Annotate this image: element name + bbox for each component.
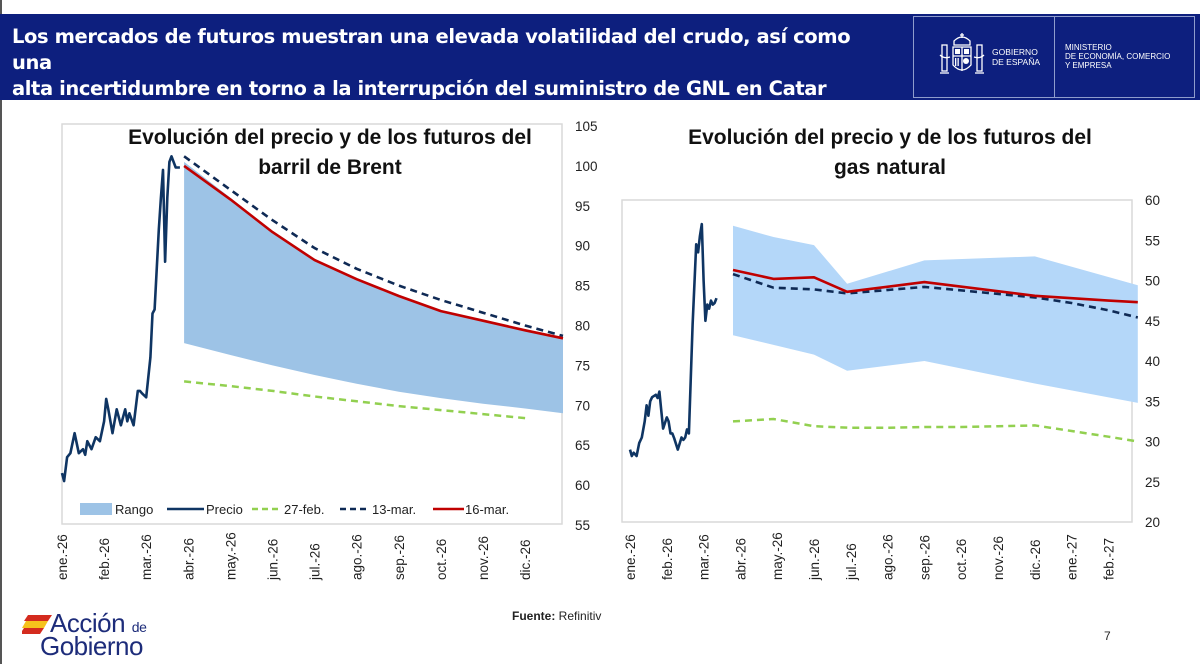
x-tick-label: oct.-26 [954, 539, 969, 580]
government-logo-block: GOBIERNO DE ESPAÑA MINISTERIO DE ECONOMÍ… [913, 16, 1195, 98]
y-tick-label: 85 [575, 279, 590, 294]
y-tick-label: 60 [1145, 193, 1160, 208]
x-tick-label: oct.-26 [434, 539, 449, 580]
x-tick-label: mar.-26 [139, 534, 154, 580]
series-band-rango [733, 225, 1138, 403]
logo-line1: Acción de [50, 608, 147, 639]
x-tick-label: feb.-26 [660, 538, 675, 580]
legend-label-precio: Precio [206, 502, 243, 517]
page-number: 7 [1104, 629, 1111, 643]
window-edge [0, 0, 2, 664]
x-tick-label: ago.-26 [350, 534, 365, 580]
y-tick-label: 50 [1145, 274, 1160, 289]
logo-accion: Acción [50, 608, 126, 638]
ministry-line2: DE ECONOMÍA, COMERCIO [1065, 52, 1171, 61]
y-tick-label: 30 [1145, 435, 1160, 450]
x-tick-label: jul.-26 [844, 543, 859, 581]
series-line-13-mar [183, 155, 564, 338]
y-tick-label: 55 [575, 518, 590, 533]
series-line-16-mar [183, 164, 564, 340]
legend-label-rango: Rango [115, 502, 153, 517]
x-tick-label: ago.-26 [881, 534, 896, 580]
y-tick-label: 95 [575, 199, 590, 214]
series-line-precio [628, 222, 718, 458]
y-tick-label: 40 [1145, 354, 1160, 369]
plot-area-frame [61, 123, 563, 525]
source-value: Refinitiv [555, 609, 602, 623]
y-tick-label: 100 [575, 159, 598, 174]
y-tick-label: 105 [575, 119, 598, 134]
y-tick-label: 80 [575, 319, 590, 334]
x-tick-label: mar.-26 [697, 534, 712, 580]
legend-swatch-rango [80, 503, 112, 515]
gobierno-label: GOBIERNO DE ESPAÑA [992, 47, 1040, 67]
y-tick-label: 35 [1145, 394, 1160, 409]
series-band-rango [184, 161, 563, 414]
x-tick-label: sep.-26 [917, 535, 932, 580]
x-tick-label: may.-26 [770, 532, 785, 580]
y-tick-label: 20 [1145, 515, 1160, 530]
gas-chart-title: Evolución del precio y de los futuros de… [660, 123, 1120, 183]
y-tick-label: 90 [575, 239, 590, 254]
y-tick-label: 55 [1145, 233, 1160, 248]
x-tick-label: nov.-26 [476, 536, 491, 580]
ministry-label: MINISTERIO DE ECONOMÍA, COMERCIO Y EMPRE… [1055, 17, 1194, 97]
x-tick-label: ene.-26 [623, 534, 638, 580]
logo-line2: Gobierno [40, 631, 143, 661]
brent-title-line1: Evolución del precio y de los futuros de… [128, 126, 532, 149]
y-tick-label: 65 [575, 438, 590, 453]
brent-legend: Rango Precio 27-feb. 13-mar. 16-mar. [80, 502, 509, 517]
legend-label-16mar: 16-mar. [465, 502, 509, 517]
x-tick-label: abr.-26 [181, 538, 196, 580]
x-tick-label: dic.-26 [518, 539, 533, 580]
brent-title-line2: barril de Brent [258, 156, 402, 179]
y-tick-label: 75 [575, 358, 590, 373]
x-tick-label: feb.-27 [1101, 538, 1116, 580]
x-tick-label: may.-26 [223, 532, 238, 580]
source-label: Fuente: [512, 609, 556, 623]
coat-of-arms-icon [939, 33, 985, 74]
slide-title: Los mercados de futuros muestran una ele… [12, 24, 892, 102]
slide-title-line1: Los mercados de futuros muestran una ele… [12, 25, 851, 74]
y-tick-label: 70 [575, 398, 590, 413]
spain-flag-icon [22, 615, 52, 634]
ministry-line1: MINISTERIO [1065, 43, 1112, 52]
gov-line1: GOBIERNO [992, 47, 1038, 57]
accion-de-gobierno-logo: Acción de Gobierno [22, 608, 172, 662]
x-tick-label: jun.-26 [807, 539, 822, 581]
ministry-line3: Y EMPRESA [1065, 61, 1112, 70]
gobierno-de-espana-logo: GOBIERNO DE ESPAÑA [914, 17, 1055, 97]
legend-label-13mar: 13-mar. [372, 502, 416, 517]
x-tick-label: feb.-26 [97, 538, 112, 580]
source-note: Fuente: Refinitiv [512, 609, 601, 623]
slide-header: Los mercados de futuros muestran una ele… [0, 14, 1200, 100]
x-tick-label: jun.-26 [266, 539, 281, 581]
y-tick-label: 25 [1145, 475, 1160, 490]
gas-title-line2: gas natural [833, 156, 947, 179]
legend-label-27feb: 27-feb. [284, 502, 324, 517]
logo-de: de [131, 619, 147, 635]
y-tick-label: 45 [1145, 314, 1160, 329]
x-tick-label: dic.-26 [1028, 539, 1043, 580]
gas-chart: 20 25 30 35 40 45 50 55 60 ene.-26 feb.-26 mar.-26 a… [621, 193, 1160, 581]
x-tick-label: sep.-26 [392, 535, 407, 580]
y-tick-label: 60 [575, 478, 590, 493]
x-tick-label: jul.-26 [308, 543, 323, 581]
series-line-27-feb [732, 417, 1139, 443]
gov-line2: DE ESPAÑA [992, 57, 1041, 67]
slide-title-line2: alta incertidumbre en torno a la interru… [12, 77, 827, 100]
brent-chart: 55 60 65 70 75 80 85 90 95 100 105 ene.-26 feb.-26 ma… [55, 119, 598, 581]
x-tick-label: ene.-27 [1065, 534, 1080, 580]
brent-chart-title: Evolución del precio y de los futuros de… [100, 123, 560, 183]
x-tick-label: nov.-26 [991, 536, 1006, 580]
x-tick-label: ene.-26 [55, 534, 70, 580]
gas-title-line1: Evolución del precio y de los futuros de… [688, 126, 1092, 149]
series-line-precio [60, 155, 180, 483]
x-tick-label: abr.-26 [733, 538, 748, 580]
